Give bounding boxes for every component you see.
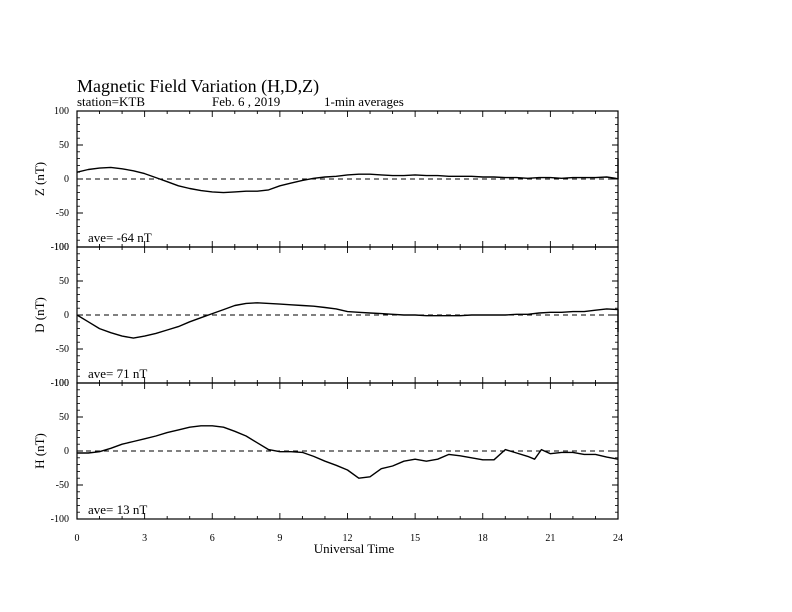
y-tick-label-h: 0 [64, 446, 69, 457]
panel-h: 100 50 0 -50 -100 H (nT) ave= 13 nT [32, 378, 619, 525]
y-axis-title-h: H (nT) [32, 433, 47, 469]
y-axis-title-d: D (nT) [32, 297, 47, 333]
x-tick-label: 3 [142, 533, 147, 544]
y-tick-label-z: 0 [64, 174, 69, 185]
y-tick-label-z: -100 [51, 242, 69, 253]
x-axis-title: Universal Time [314, 541, 395, 556]
averaging-label: 1-min averages [324, 94, 404, 109]
series-line-d [76, 302, 619, 339]
y-axis-title-z: Z (nT) [32, 162, 47, 196]
y-tick-label-d: -100 [51, 378, 69, 389]
x-tick-label: 15 [410, 533, 420, 544]
y-tick-label-h: 50 [59, 412, 69, 423]
x-tick-label: 0 [75, 533, 80, 544]
date-label: Feb. 6 , 2019 [212, 94, 280, 109]
x-tick-label: 9 [277, 533, 282, 544]
y-tick-label-z: -50 [56, 208, 69, 219]
average-label-z: ave= -64 nT [88, 230, 152, 245]
y-tick-label-d: 0 [64, 310, 69, 321]
x-tick-label: 21 [545, 533, 555, 544]
series-line-h [77, 425, 619, 479]
x-tick-label: 24 [613, 533, 623, 544]
panel-z: 100 50 0 -50 -100 Z (nT) ave= -64 nT [32, 106, 619, 253]
station-label: station=KTB [77, 94, 145, 109]
series-line-z [76, 158, 619, 194]
y-tick-label-d: 50 [59, 276, 69, 287]
chart-title: Magnetic Field Variation (H,D,Z) [77, 76, 319, 97]
y-tick-label-z: 50 [59, 140, 69, 151]
x-tick-label: 6 [210, 533, 215, 544]
x-axis: 0 3 6 9 12 15 18 21 24 [75, 533, 624, 544]
y-tick-label-h: -50 [56, 480, 69, 491]
x-tick-label: 12 [343, 533, 353, 544]
x-tick-label: 18 [478, 533, 488, 544]
average-label-h: ave= 13 nT [88, 502, 147, 517]
y-tick-label-h: 100 [54, 378, 69, 389]
y-tick-label-h: -100 [51, 514, 69, 525]
panel-d: 100 50 0 -50 -100 D (nT) ave= 71 nT [32, 242, 619, 389]
y-tick-label-z: 100 [54, 106, 69, 117]
average-label-d: ave= 71 nT [88, 366, 147, 381]
y-tick-label-d: -50 [56, 344, 69, 355]
y-tick-label-d: 100 [54, 242, 69, 253]
panels-group: 100 50 0 -50 -100 Z (nT) ave= -64 nT 100 50 0 -50 -… [32, 106, 619, 525]
